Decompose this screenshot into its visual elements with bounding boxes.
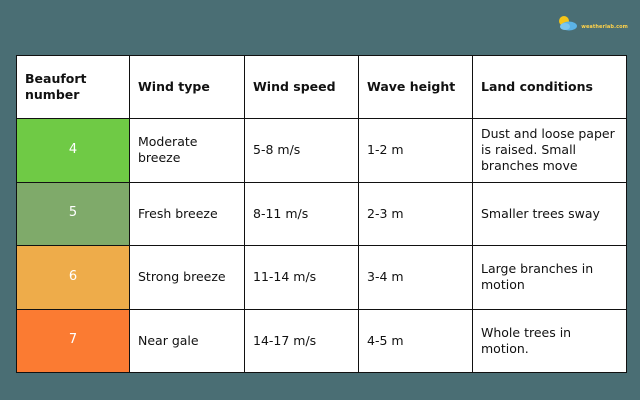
beaufort-number-cell: 4 (16, 118, 130, 183)
land-conditions-cell: Large branches in motion (472, 245, 627, 310)
header-wave-height: Wave height (358, 55, 473, 119)
table-row: 4 Moderate breeze 5-8 m/s 1-2 m Dust and… (16, 118, 627, 183)
wind-speed-cell: 8-11 m/s (244, 181, 359, 246)
brand-logo: weatherlab.com (555, 14, 628, 32)
table-row: 7 Near gale 14-17 m/s 4-5 m Whole trees … (16, 308, 627, 373)
wind-speed-cell: 11-14 m/s (244, 245, 359, 310)
header-wind-speed: Wind speed (244, 55, 359, 119)
wind-type-cell: Strong breeze (129, 245, 245, 310)
header-beaufort-number: Beaufort number (16, 55, 130, 119)
beaufort-number-cell: 6 (16, 245, 130, 310)
table-row: 6 Strong breeze 11-14 m/s 3-4 m Large br… (16, 245, 627, 310)
land-conditions-cell: Whole trees in motion. (472, 308, 627, 373)
wave-height-cell: 4-5 m (358, 308, 473, 373)
header-wind-type: Wind type (129, 55, 245, 119)
sun-cloud-icon (559, 16, 578, 31)
wave-height-cell: 2-3 m (358, 181, 473, 246)
wind-type-cell: Fresh breeze (129, 181, 245, 246)
brand-logo-text: weatherlab.com (581, 24, 628, 30)
wave-height-cell: 1-2 m (358, 118, 473, 183)
beaufort-scale-table: Beaufort number Wind type Wind speed Wav… (16, 55, 627, 373)
wind-type-cell: Moderate breeze (129, 118, 245, 183)
table-header-row: Beaufort number Wind type Wind speed Wav… (16, 55, 627, 119)
land-conditions-cell: Dust and loose paper is raised. Small br… (472, 118, 627, 183)
wind-speed-cell: 14-17 m/s (244, 308, 359, 373)
wind-type-cell: Near gale (129, 308, 245, 373)
table-row: 5 Fresh breeze 8-11 m/s 2-3 m Smaller tr… (16, 181, 627, 246)
wave-height-cell: 3-4 m (358, 245, 473, 310)
beaufort-number-cell: 5 (16, 181, 130, 246)
land-conditions-cell: Smaller trees sway (472, 181, 627, 246)
beaufort-number-cell: 7 (16, 308, 130, 373)
header-land-conditions: Land conditions (472, 55, 627, 119)
wind-speed-cell: 5-8 m/s (244, 118, 359, 183)
